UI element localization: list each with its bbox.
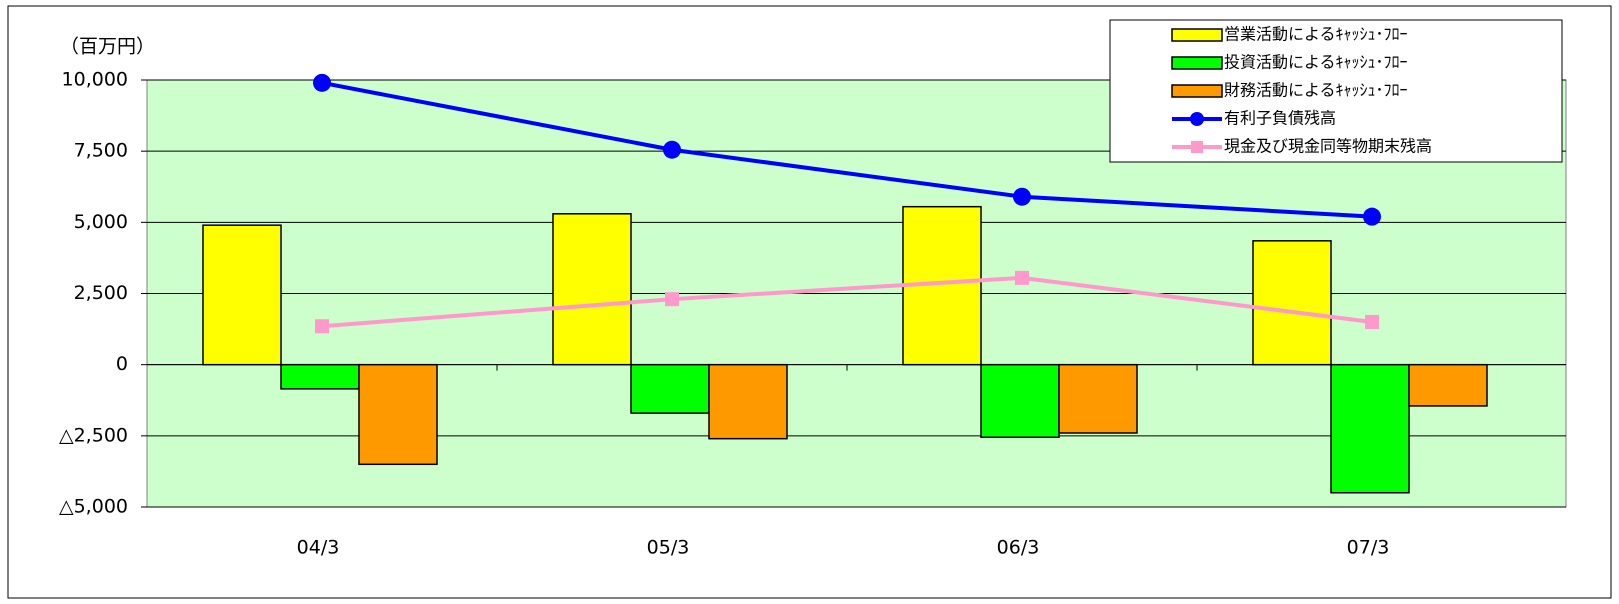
y-tick-label: 5,000 xyxy=(74,211,128,233)
line xyxy=(321,80,1373,219)
marker xyxy=(665,292,679,307)
legend-swatch xyxy=(1171,84,1223,98)
legend-label: 有利子負債残高 xyxy=(1224,109,1336,128)
line xyxy=(321,275,1373,329)
legend-label: 投資活動によるｷｬｯｼｭ･ﾌﾛｰ xyxy=(1224,53,1408,72)
legend-label: 現金及び現金同等物期末残高 xyxy=(1224,137,1432,156)
bar xyxy=(202,224,282,366)
marker xyxy=(663,140,681,159)
y-tick-label: 0 xyxy=(116,353,128,375)
bar xyxy=(980,363,1060,439)
marker xyxy=(315,319,329,334)
marker xyxy=(313,73,331,92)
y-axis-label: （百万円） xyxy=(60,36,155,58)
bar xyxy=(1408,363,1488,407)
x-tick-label: 04/3 xyxy=(297,537,340,559)
marker xyxy=(1365,314,1379,329)
legend-label: 財務活動によるｷｬｯｼｭ･ﾌﾛｰ xyxy=(1224,81,1408,100)
marker xyxy=(1363,207,1381,226)
bar xyxy=(630,363,710,414)
marker xyxy=(1013,187,1031,206)
y-tick-label: 2,500 xyxy=(74,282,128,304)
y-tick-label: 10,000 xyxy=(62,69,128,91)
legend-marker xyxy=(1191,141,1203,153)
bar xyxy=(552,213,632,366)
x-tick-label: 06/3 xyxy=(997,537,1040,559)
bar xyxy=(1252,240,1332,366)
bar xyxy=(358,363,438,466)
y-tick-label: △5,000 xyxy=(59,496,128,518)
bar xyxy=(1058,363,1138,434)
legend-swatch xyxy=(1171,28,1223,42)
y-tick-label: 7,500 xyxy=(74,140,128,162)
marker xyxy=(1015,270,1029,285)
bar xyxy=(1330,363,1410,494)
bar xyxy=(280,363,360,390)
x-tick-label: 05/3 xyxy=(647,537,690,559)
legend-swatch xyxy=(1171,56,1223,70)
y-tick-label: △2,500 xyxy=(59,424,128,446)
bar xyxy=(708,363,788,440)
legend-marker xyxy=(1190,112,1204,126)
legend-label: 営業活動によるｷｬｯｼｭ･ﾌﾛｰ xyxy=(1224,25,1408,44)
x-tick-label: 07/3 xyxy=(1347,537,1390,559)
